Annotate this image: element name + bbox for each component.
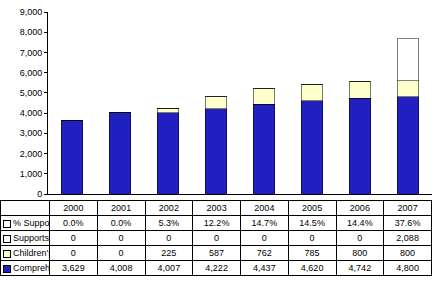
html-text:2,088: 2,088 (396, 233, 419, 243)
html-text:4,620: 4,620 (300, 263, 324, 273)
html-text:0: 0 (261, 233, 267, 243)
html-text:0.0%: 0.0% (63, 218, 84, 228)
html-text:587: 587 (209, 248, 225, 258)
html-text:0: 0 (309, 233, 315, 243)
html-text:225: 225 (161, 248, 177, 258)
html-text:12.2%: 12.2% (203, 218, 230, 228)
html-text:0: 0 (118, 248, 124, 258)
svg-text:1,000: 1,000 (20, 169, 43, 179)
html-text:2003: 2003 (206, 203, 227, 213)
html-text:14.7%: 14.7% (251, 218, 278, 228)
html-text:2005: 2005 (302, 203, 323, 213)
html-text:4,008: 4,008 (109, 263, 133, 273)
html-text:0: 0 (70, 233, 76, 243)
html-text:0.0%: 0.0% (110, 218, 132, 228)
svg-text:6,000: 6,000 (20, 68, 43, 78)
html-text:785: 785 (304, 248, 320, 258)
html-text:800: 800 (400, 248, 416, 258)
html-text:37.6%: 37.6% (394, 218, 421, 228)
html-text:3,629: 3,629 (62, 263, 85, 273)
html-text:4,800: 4,800 (396, 263, 419, 273)
html-text:0: 0 (357, 233, 363, 243)
html-text:4,007: 4,007 (157, 263, 181, 273)
html-text:2004: 2004 (254, 203, 275, 213)
html-text:4,437: 4,437 (253, 263, 276, 273)
html-text:0: 0 (70, 248, 76, 258)
svg-text:4,000: 4,000 (20, 108, 43, 118)
svg-text:9,000: 9,000 (20, 7, 43, 17)
svg-text:5,000: 5,000 (20, 88, 43, 98)
html-text:2007: 2007 (397, 203, 418, 213)
svg-text:3,000: 3,000 (20, 128, 43, 138)
svg-text:0: 0 (37, 189, 42, 199)
html-text:762: 762 (256, 248, 272, 258)
html-text:800: 800 (352, 248, 368, 258)
html-text:4,222: 4,222 (205, 263, 228, 273)
svg-text:8,000: 8,000 (20, 27, 43, 37)
svg-text:7,000: 7,000 (20, 48, 43, 58)
html-text:2000: 2000 (63, 203, 84, 213)
html-text:14.4%: 14.4% (347, 218, 373, 228)
html-text:4,742: 4,742 (348, 263, 372, 273)
html-text:0: 0 (118, 233, 124, 243)
html-text:5.3%: 5.3% (158, 218, 180, 228)
html-text:2002: 2002 (158, 203, 179, 213)
html-text:14.5%: 14.5% (299, 218, 325, 228)
html-text:2001: 2001 (111, 203, 132, 213)
html-text:0: 0 (214, 233, 220, 243)
html-text:2006: 2006 (349, 203, 370, 213)
svg-text:2,000: 2,000 (20, 149, 43, 159)
html-text:0: 0 (166, 233, 172, 243)
